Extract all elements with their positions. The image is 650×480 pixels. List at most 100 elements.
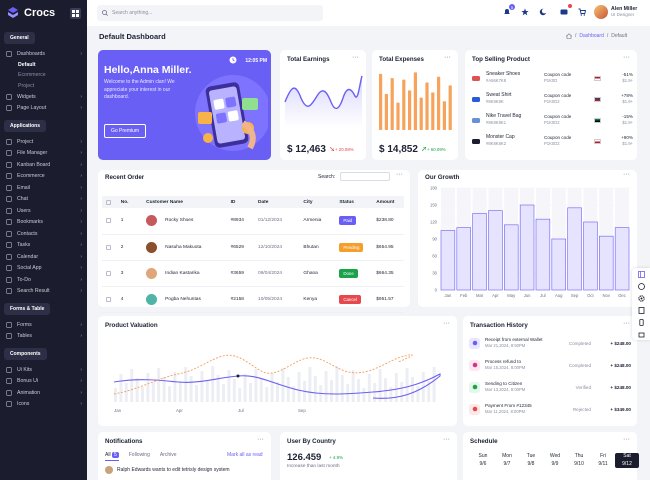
more-icon[interactable]: ··· <box>623 320 630 327</box>
schedule-day[interactable]: Sat 9/12 <box>615 453 639 468</box>
transaction-row[interactable]: Payment From #12345 Mar 11,2024, 8:00PM Re… <box>469 399 631 419</box>
table-row[interactable]: 4 Pogba Nehuntas #2158 10/05/2024 Kenya Cance… <box>102 286 404 313</box>
tab-following[interactable]: Following <box>128 452 150 458</box>
topbar: Search anything... 5 Alen Miller UI Desig… <box>87 0 650 26</box>
more-icon[interactable]: ··· <box>257 436 264 443</box>
table-row[interactable]: 2 Nasuha Makuota #6529 12/10/2024 Bhutan Pend… <box>102 234 404 261</box>
sidebar-item-chat[interactable]: Chat › <box>0 194 87 206</box>
sidebar-item-default[interactable]: Default <box>0 60 87 71</box>
column-header[interactable]: No. <box>116 196 143 208</box>
more-icon[interactable]: ··· <box>396 171 403 178</box>
column-header[interactable]: Customer Name <box>142 196 227 208</box>
sidebar-item-file-manager[interactable]: File Manager › <box>0 148 87 160</box>
search-input[interactable]: Search anything... <box>112 10 153 16</box>
column-header[interactable]: Status <box>335 196 373 208</box>
sidebar-item-icons[interactable]: Icons › <box>0 399 87 411</box>
transaction-row[interactable]: Process refund to Mar 15,2024, 8:00PM Comp… <box>469 355 631 375</box>
column-header[interactable]: Date <box>254 196 300 208</box>
transaction-date: Mar 21,2024, 8:50PM <box>485 343 526 348</box>
column-header[interactable]: City <box>299 196 336 208</box>
transaction-row[interactable]: Receipt from external Wallet Mar 21,2024,… <box>469 333 631 353</box>
grid-toggle-icon[interactable] <box>70 7 81 19</box>
select-all-checkbox[interactable] <box>102 196 117 208</box>
schedule-day[interactable]: Fri 9/11 <box>591 453 615 468</box>
home-icon[interactable] <box>566 33 572 39</box>
expense-bar <box>425 82 429 130</box>
mark-all-read-link[interactable]: Mark all as read <box>227 452 263 458</box>
order-search-input[interactable] <box>340 172 390 181</box>
breadcrumb-dashboard[interactable]: Dashboard <box>579 33 604 39</box>
go-premium-button[interactable]: Go Premium <box>104 124 147 138</box>
schedule-day[interactable]: Mon 9/7 <box>495 453 519 468</box>
sidebar-item-ecommerce[interactable]: Ecommerce › <box>0 171 87 183</box>
transaction-row[interactable]: Sending to Citizen Mar 13,2024, 8:00PM Ver… <box>469 377 631 397</box>
sidebar-item-label: Bookmarks <box>17 219 43 226</box>
document-icon[interactable] <box>632 304 650 316</box>
sidebar-item-search-result[interactable]: Search Result › <box>0 286 87 298</box>
sidebar-item-project[interactable]: Project › <box>0 136 87 148</box>
sidebar-item-to-do[interactable]: To-Do › <box>0 274 87 286</box>
user-menu[interactable]: Alen Miller UI Designer <box>594 5 637 19</box>
column-header[interactable]: ID <box>226 196 255 208</box>
row-checkbox[interactable] <box>102 286 117 313</box>
sidebar-item-forms[interactable]: Forms › <box>0 319 87 331</box>
sidebar-item-bonus-ui[interactable]: Bonus Ui › <box>0 376 87 388</box>
mobile-icon[interactable] <box>632 316 650 328</box>
more-icon[interactable]: ··· <box>623 171 630 178</box>
schedule-day[interactable]: Wed 9/9 <box>543 453 567 468</box>
product-row[interactable]: Sneaker Shoes #A56K7K8 Coupon code P1K0D -51… <box>471 67 633 89</box>
product-row[interactable]: Nike Travel Bag #8K8K8K1 Coupon code P1K0D2… <box>471 109 633 131</box>
sidebar-item-kanban-board[interactable]: Kanban Board › <box>0 159 87 171</box>
sidebar-item-tasks[interactable]: Tasks › <box>0 240 87 252</box>
notification-item[interactable]: Ralph Edwards wants to edit tetrisly des… <box>105 466 230 474</box>
row-checkbox[interactable] <box>102 208 117 235</box>
product-row[interactable]: Sweat Shirt #8K8K8K Coupon code P1K0D2 +78% $… <box>471 88 633 110</box>
sidebar-item-ui-kits[interactable]: Ui Kits › <box>0 364 87 376</box>
sidebar-item-animation[interactable]: Animation › <box>0 387 87 399</box>
sidebar-item-contacts[interactable]: Contacts › <box>0 228 87 240</box>
row-checkbox[interactable] <box>102 234 117 261</box>
notification-icon[interactable]: 5 <box>502 4 515 17</box>
brand[interactable]: Crocs <box>0 0 87 26</box>
sidebar-item-users[interactable]: Users › <box>0 205 87 217</box>
column-header[interactable]: Amount <box>372 196 404 208</box>
sidebar-item-widgets[interactable]: Widgets › <box>0 91 87 103</box>
tab-archive[interactable]: Archive <box>159 452 177 458</box>
sidebar-item-calendar[interactable]: Calendar › <box>0 251 87 263</box>
theme-toggle-icon[interactable] <box>538 7 548 17</box>
product-row[interactable]: Monster Cap #8K8K8K2 Coupon code P1K0D2 +90%… <box>471 130 633 152</box>
x-tick-label: Dec <box>618 293 625 298</box>
sidebar-item-tables[interactable]: Tables › <box>0 331 87 343</box>
chevron-right-icon: › <box>80 321 82 328</box>
more-icon[interactable]: ··· <box>443 320 450 327</box>
transaction-title: Payment From #12345 <box>485 402 532 408</box>
message-icon[interactable] <box>559 4 572 17</box>
sidebar-item-page-layout[interactable]: Page Layout › <box>0 103 87 115</box>
cart-icon[interactable] <box>632 328 650 340</box>
schedule-day[interactable]: Thu 9/10 <box>567 453 591 468</box>
layout-icon[interactable] <box>632 268 650 280</box>
schedule-day[interactable]: Tue 9/8 <box>519 453 543 468</box>
table-row[interactable]: 3 Indian Kastarika #3659 09/04/2024 Ghana Don… <box>102 260 404 287</box>
table-row[interactable]: 1 Rocky Shoes #8934 01/12/2024 Armenia Paid $2… <box>102 208 404 235</box>
more-icon[interactable]: ··· <box>352 54 359 61</box>
tab-all[interactable]: All 5 <box>105 452 119 461</box>
star-icon[interactable] <box>520 7 530 17</box>
sidebar-item-ecommerce[interactable]: Ecommerce <box>0 70 87 81</box>
more-icon[interactable]: ··· <box>444 54 451 61</box>
palette-icon[interactable] <box>632 280 650 292</box>
cart-icon[interactable] <box>577 7 587 17</box>
notifications-title: Notifications <box>105 438 143 445</box>
settings-icon[interactable] <box>632 292 650 304</box>
sidebar-item-dashboards[interactable]: Dashboards › <box>0 48 87 60</box>
sidebar-item-project[interactable]: Project <box>0 81 87 92</box>
schedule-day[interactable]: Sun 9/6 <box>471 453 495 468</box>
more-icon[interactable]: ··· <box>623 54 630 61</box>
more-icon[interactable]: ··· <box>623 436 630 443</box>
sidebar-item-bookmarks[interactable]: Bookmarks › <box>0 217 87 229</box>
row-checkbox[interactable] <box>102 260 117 287</box>
sidebar-item-email[interactable]: Email › <box>0 182 87 194</box>
search-bar[interactable]: Search anything... <box>97 5 323 21</box>
sidebar-item-social-app[interactable]: Social App › <box>0 263 87 275</box>
more-icon[interactable]: ··· <box>443 436 450 443</box>
